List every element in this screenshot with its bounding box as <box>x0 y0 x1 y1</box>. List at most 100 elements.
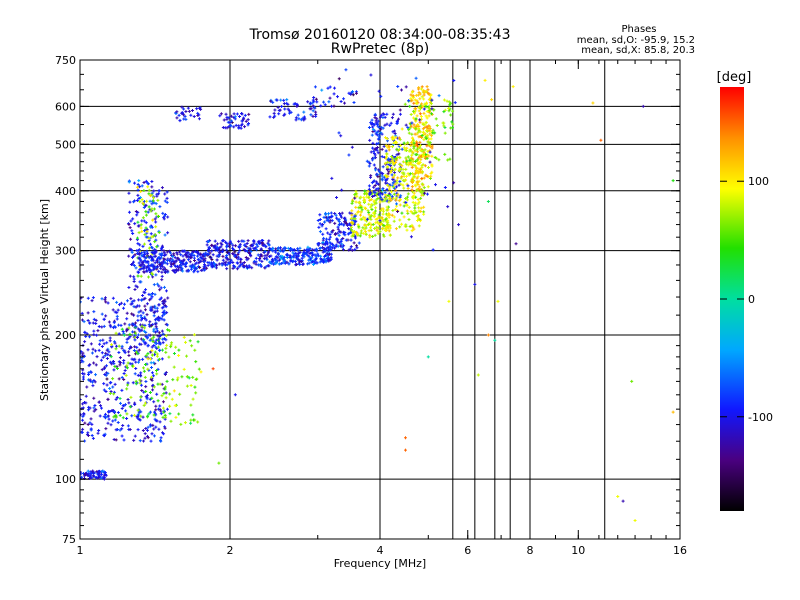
data-point <box>483 78 487 82</box>
data-point <box>128 332 132 336</box>
data-point <box>388 185 392 189</box>
data-point <box>119 301 123 305</box>
data-point <box>457 223 461 227</box>
data-point <box>164 338 168 342</box>
data-point <box>412 125 416 129</box>
data-point <box>212 244 216 248</box>
data-point <box>91 296 95 300</box>
data-point <box>196 420 200 424</box>
data-point <box>175 116 179 120</box>
data-point <box>410 185 414 189</box>
data-point <box>370 118 374 122</box>
data-point <box>207 245 211 249</box>
data-point <box>152 189 156 193</box>
data-point <box>161 406 165 410</box>
grid-lines <box>80 60 680 539</box>
data-point <box>159 439 163 443</box>
data-point <box>112 392 116 396</box>
data-point <box>210 243 214 247</box>
data-point <box>157 331 161 335</box>
data-point <box>371 211 375 215</box>
data-point <box>391 156 395 160</box>
data-point <box>117 332 121 336</box>
data-point <box>407 99 411 103</box>
data-point <box>385 152 389 156</box>
data-point <box>149 307 153 311</box>
data-point <box>131 381 135 385</box>
data-point <box>189 403 193 407</box>
colorbar-tick-label: 0 <box>748 293 755 306</box>
data-point <box>142 219 146 223</box>
data-point <box>184 110 188 114</box>
data-point <box>101 338 105 342</box>
data-point <box>90 476 94 480</box>
data-point <box>322 215 326 219</box>
data-point <box>336 240 340 244</box>
data-point <box>158 382 162 386</box>
data-point <box>92 396 96 400</box>
data-point <box>102 388 106 392</box>
data-point <box>120 407 124 411</box>
data-point <box>391 130 395 134</box>
data-point <box>274 258 278 262</box>
data-point <box>323 103 327 107</box>
data-point <box>335 216 339 220</box>
data-point <box>122 306 126 310</box>
data-point <box>413 98 417 102</box>
data-point <box>104 390 108 394</box>
data-point <box>104 427 108 431</box>
data-point <box>99 358 103 362</box>
data-point <box>150 366 154 370</box>
data-point <box>160 394 164 398</box>
data-point <box>418 97 422 101</box>
data-point <box>158 404 162 408</box>
data-point <box>159 436 163 440</box>
data-point <box>443 185 447 189</box>
data-point <box>306 100 310 104</box>
data-point <box>340 242 344 246</box>
data-point <box>162 410 166 414</box>
data-point <box>409 235 413 239</box>
data-point <box>117 377 121 381</box>
data-point <box>397 152 401 156</box>
data-point <box>427 109 431 113</box>
data-point <box>92 361 96 365</box>
data-point <box>409 161 413 165</box>
data-point <box>107 414 111 418</box>
data-point <box>447 106 451 110</box>
data-point <box>188 339 192 343</box>
data-point <box>144 221 148 225</box>
data-point <box>367 195 371 199</box>
data-point <box>429 112 433 116</box>
data-point <box>311 252 315 256</box>
data-point <box>132 413 136 417</box>
data-point <box>196 340 200 344</box>
data-point <box>152 329 156 333</box>
data-point <box>350 248 354 252</box>
data-point <box>386 183 390 187</box>
data-point <box>314 258 318 262</box>
data-point <box>271 100 275 104</box>
data-point <box>143 308 147 312</box>
data-point <box>139 314 143 318</box>
data-point <box>196 254 200 258</box>
data-point <box>342 216 346 220</box>
data-point <box>496 299 500 303</box>
data-point <box>430 134 434 138</box>
data-point <box>150 295 154 299</box>
data-point <box>391 185 395 189</box>
data-point <box>616 495 620 498</box>
data-point <box>393 207 397 211</box>
data-point <box>123 349 127 353</box>
data-point <box>229 114 233 118</box>
data-point <box>138 342 142 346</box>
data-point <box>216 246 220 250</box>
data-point <box>327 100 331 104</box>
data-point <box>130 302 134 306</box>
data-point <box>376 220 380 224</box>
data-point <box>409 112 413 116</box>
data-point <box>395 202 399 206</box>
data-point <box>333 211 337 215</box>
data-point <box>421 127 425 131</box>
data-point <box>244 119 248 123</box>
